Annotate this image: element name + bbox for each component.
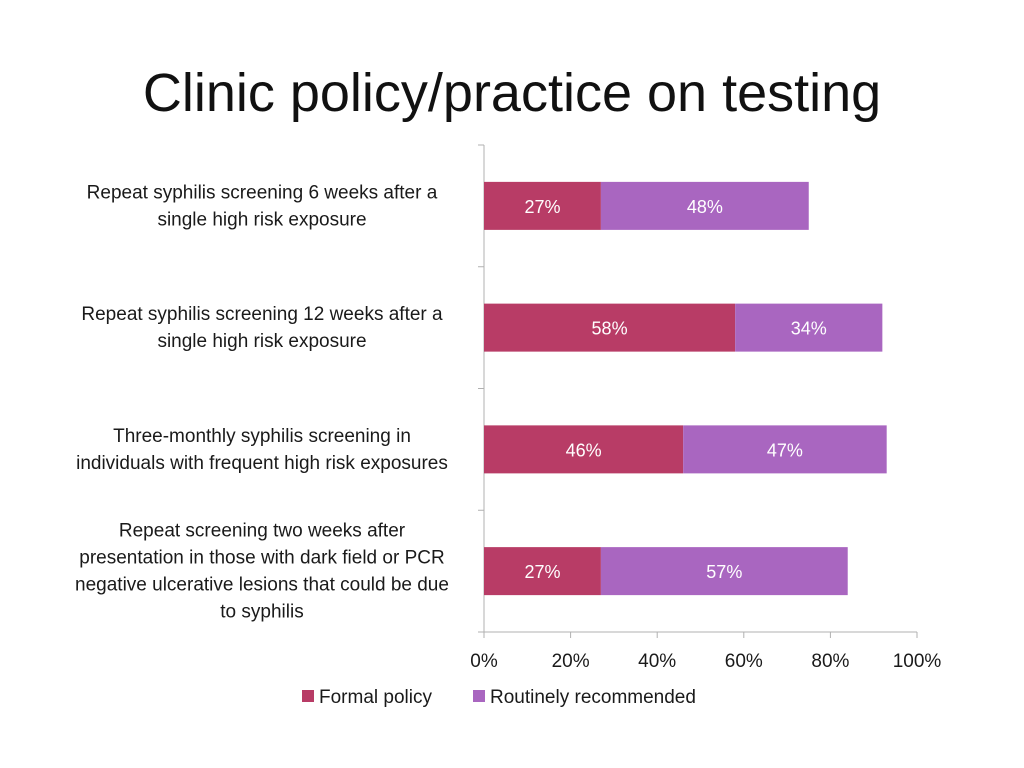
category-label: presentation in those with dark field or…	[79, 548, 444, 569]
category-label: Repeat syphilis screening 6 weeks after …	[87, 182, 438, 203]
x-tick-label: 80%	[811, 651, 849, 672]
data-label: 58%	[592, 319, 628, 339]
category-label: single high risk exposure	[157, 209, 366, 230]
data-label: 48%	[687, 197, 723, 217]
data-label: 34%	[791, 319, 827, 339]
data-label: 27%	[524, 562, 560, 582]
bar-segment	[484, 547, 601, 596]
data-label: 46%	[566, 440, 602, 460]
bar-segment	[484, 181, 601, 230]
category-label: negative ulcerative lesions that could b…	[75, 575, 449, 596]
x-tick-label: 40%	[638, 651, 676, 672]
bar-segment	[735, 303, 883, 352]
data-label: 47%	[767, 440, 803, 460]
slide-title: Clinic policy/practice on testing	[142, 63, 882, 123]
x-tick-label: 60%	[725, 651, 763, 672]
legend-swatch	[302, 690, 314, 702]
data-label: 27%	[524, 197, 560, 217]
x-tick-label: 0%	[470, 651, 498, 672]
bar-segment	[484, 425, 684, 474]
legend-label: Routinely recommended	[490, 687, 696, 708]
bar-segment	[600, 547, 848, 596]
data-label: 57%	[706, 562, 742, 582]
legend-swatch	[473, 690, 485, 702]
bar-segment	[600, 181, 809, 230]
category-label: single high risk exposure	[157, 331, 366, 352]
x-tick-label: 100%	[893, 651, 942, 672]
category-label: to syphilis	[220, 602, 303, 623]
bar-segment	[484, 303, 736, 352]
category-label: Three-monthly syphilis screening in	[113, 426, 411, 447]
bar-segment	[683, 425, 887, 474]
x-tick-label: 20%	[552, 651, 590, 672]
legend-label: Formal policy	[319, 687, 432, 708]
category-label: Repeat syphilis screening 12 weeks after…	[81, 304, 443, 325]
category-label: individuals with frequent high risk expo…	[76, 453, 448, 474]
category-label: Repeat screening two weeks after	[119, 521, 406, 542]
